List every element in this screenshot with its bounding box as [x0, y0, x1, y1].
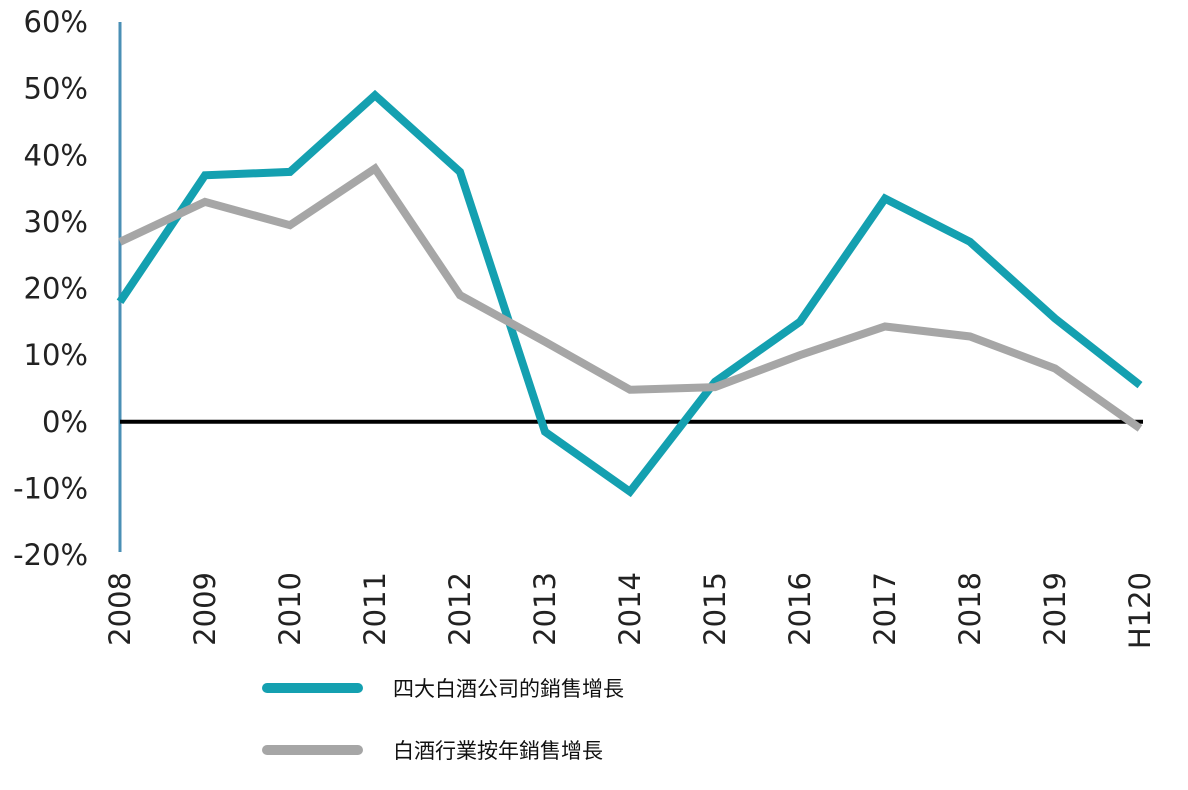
- x-tick-label: H120: [1123, 572, 1157, 649]
- series-line-2: [118, 163, 1143, 432]
- x-tick-label: 2008: [103, 572, 137, 646]
- y-axis-ticks: 60% 50% 40% 30% 20% 10% 0% -10% -20%: [13, 5, 88, 572]
- series-line-1: [116, 89, 1143, 498]
- legend-label-1: 四大白酒公司的銷售增長: [393, 677, 624, 701]
- x-tick-label: 2019: [1038, 572, 1072, 646]
- y-tick-label: -10%: [13, 471, 88, 505]
- x-tick-label: 2018: [953, 572, 987, 646]
- x-tick-label: 2015: [698, 572, 732, 646]
- x-tick-label: 2016: [783, 572, 817, 646]
- x-tick-label: 2013: [528, 572, 562, 646]
- series-lines: [116, 89, 1143, 498]
- x-tick-label: 2014: [613, 572, 647, 646]
- x-tick-label: 2012: [443, 572, 477, 646]
- x-tick-label: 2009: [188, 572, 222, 646]
- legend-label-2: 白酒行業按年銷售增長: [393, 739, 603, 763]
- x-axis-ticks: 2008 2009 2010 2011 2012 2013 2014 2015 2016 2017…: [103, 572, 1157, 649]
- x-tick-label: 2017: [868, 572, 902, 646]
- y-tick-label: 0%: [42, 405, 88, 439]
- y-tick-label: 40%: [24, 138, 88, 172]
- y-tick-label: 50%: [24, 72, 88, 106]
- y-tick-label: 10%: [24, 338, 88, 372]
- y-tick-label: -20%: [13, 538, 88, 572]
- x-tick-label: 2011: [358, 572, 392, 646]
- y-tick-label: 60%: [24, 5, 88, 39]
- y-tick-label: 30%: [24, 205, 88, 239]
- y-tick-label: 20%: [24, 272, 88, 306]
- x-tick-label: 2010: [273, 572, 307, 646]
